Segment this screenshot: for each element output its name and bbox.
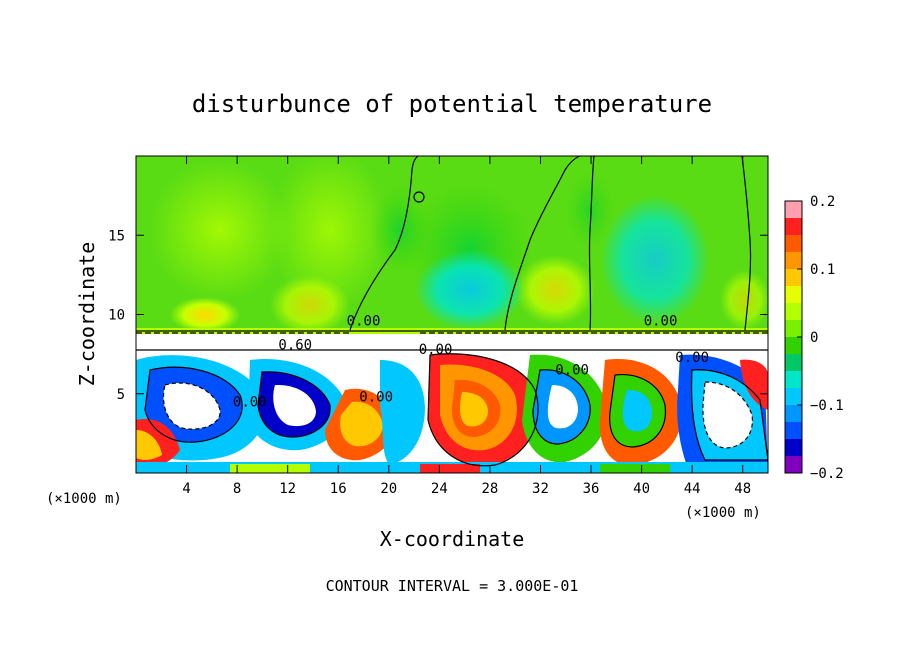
- colorbar-swatch: [785, 337, 802, 355]
- colorbar-tick-label: −0.1: [810, 398, 844, 414]
- x-tick-label: 12: [279, 481, 296, 497]
- y-tick-label: 5: [117, 387, 125, 403]
- contour-label: 0.00: [555, 363, 589, 379]
- colorbar-swatch: [785, 269, 802, 287]
- x-tick-label: 16: [330, 481, 347, 497]
- x-tick-label: 4: [182, 481, 190, 497]
- x-tick-label: 20: [380, 481, 397, 497]
- colorbar-tick-label: 0.2: [810, 194, 835, 210]
- colorbar-swatch: [785, 201, 802, 219]
- colorbar-swatch: [785, 422, 802, 440]
- colorbar-tick-label: 0: [810, 330, 818, 346]
- x-tick-label: 24: [431, 481, 448, 497]
- contour-lines: [136, 156, 768, 467]
- x-tick-label: 32: [532, 481, 549, 497]
- colorbar-tick-label: 0.1: [810, 262, 835, 278]
- x-tick-label: 36: [583, 481, 600, 497]
- x-tick-label: 48: [734, 481, 751, 497]
- colorbar-swatch: [785, 320, 802, 338]
- colorbar-swatch: [785, 218, 802, 236]
- colorbar-swatch: [785, 286, 802, 304]
- x-tick-label: 28: [481, 481, 498, 497]
- x-tick-label: 8: [233, 481, 241, 497]
- contour-interval-note: CONTOUR INTERVAL = 3.000E-01: [326, 577, 579, 595]
- colorbar-swatch: [785, 456, 802, 474]
- x-tick-label: 40: [633, 481, 650, 497]
- heatmap-field: [136, 156, 768, 473]
- x-tick-label: 44: [684, 481, 701, 497]
- contour-label: 0.00: [359, 390, 393, 406]
- colorbar-swatch: [785, 388, 802, 406]
- colorbar-swatch: [785, 371, 802, 389]
- contour-label: 0.00: [644, 314, 678, 330]
- colorbar-swatch: [785, 252, 802, 270]
- x-unit-label-left: (×1000 m): [46, 491, 122, 507]
- x-axis-title: X-coordinate: [380, 527, 525, 551]
- y-axis-title: Z-coordinate: [75, 242, 99, 387]
- colorbar-tick-label: −0.2: [810, 466, 844, 482]
- contour-label: 0.00: [233, 394, 267, 410]
- y-tick-label: 15: [108, 228, 125, 244]
- colorbar-swatch: [785, 303, 802, 321]
- colorbar-swatch: [785, 405, 802, 423]
- colorbar: [785, 201, 802, 474]
- y-axis-ticks: 5 10 15: [108, 228, 768, 403]
- contour-labels: 0.00 0.60 0.00 0.00 0.00 0.00 0.00 0.00: [233, 314, 709, 411]
- colorbar-swatch: [785, 354, 802, 372]
- x-unit-label-right: (×1000 m): [685, 505, 761, 521]
- colorbar-swatch: [785, 439, 802, 457]
- contour-label: 0.00: [675, 350, 709, 366]
- y-tick-label: 10: [108, 308, 125, 324]
- x-axis-ticks: 4 8 12 16 20 24 28 32 36 40 44 48: [182, 156, 751, 497]
- contour-label: 0.00: [347, 314, 381, 330]
- contour-label: 0.00: [419, 342, 453, 358]
- colorbar-swatch: [785, 235, 802, 253]
- chart-title: disturbunce of potential temperature: [192, 90, 712, 118]
- contour-label: 0.60: [278, 337, 312, 353]
- colorbar-ticks: 0.2 0.1 0 −0.1 −0.2: [797, 194, 844, 482]
